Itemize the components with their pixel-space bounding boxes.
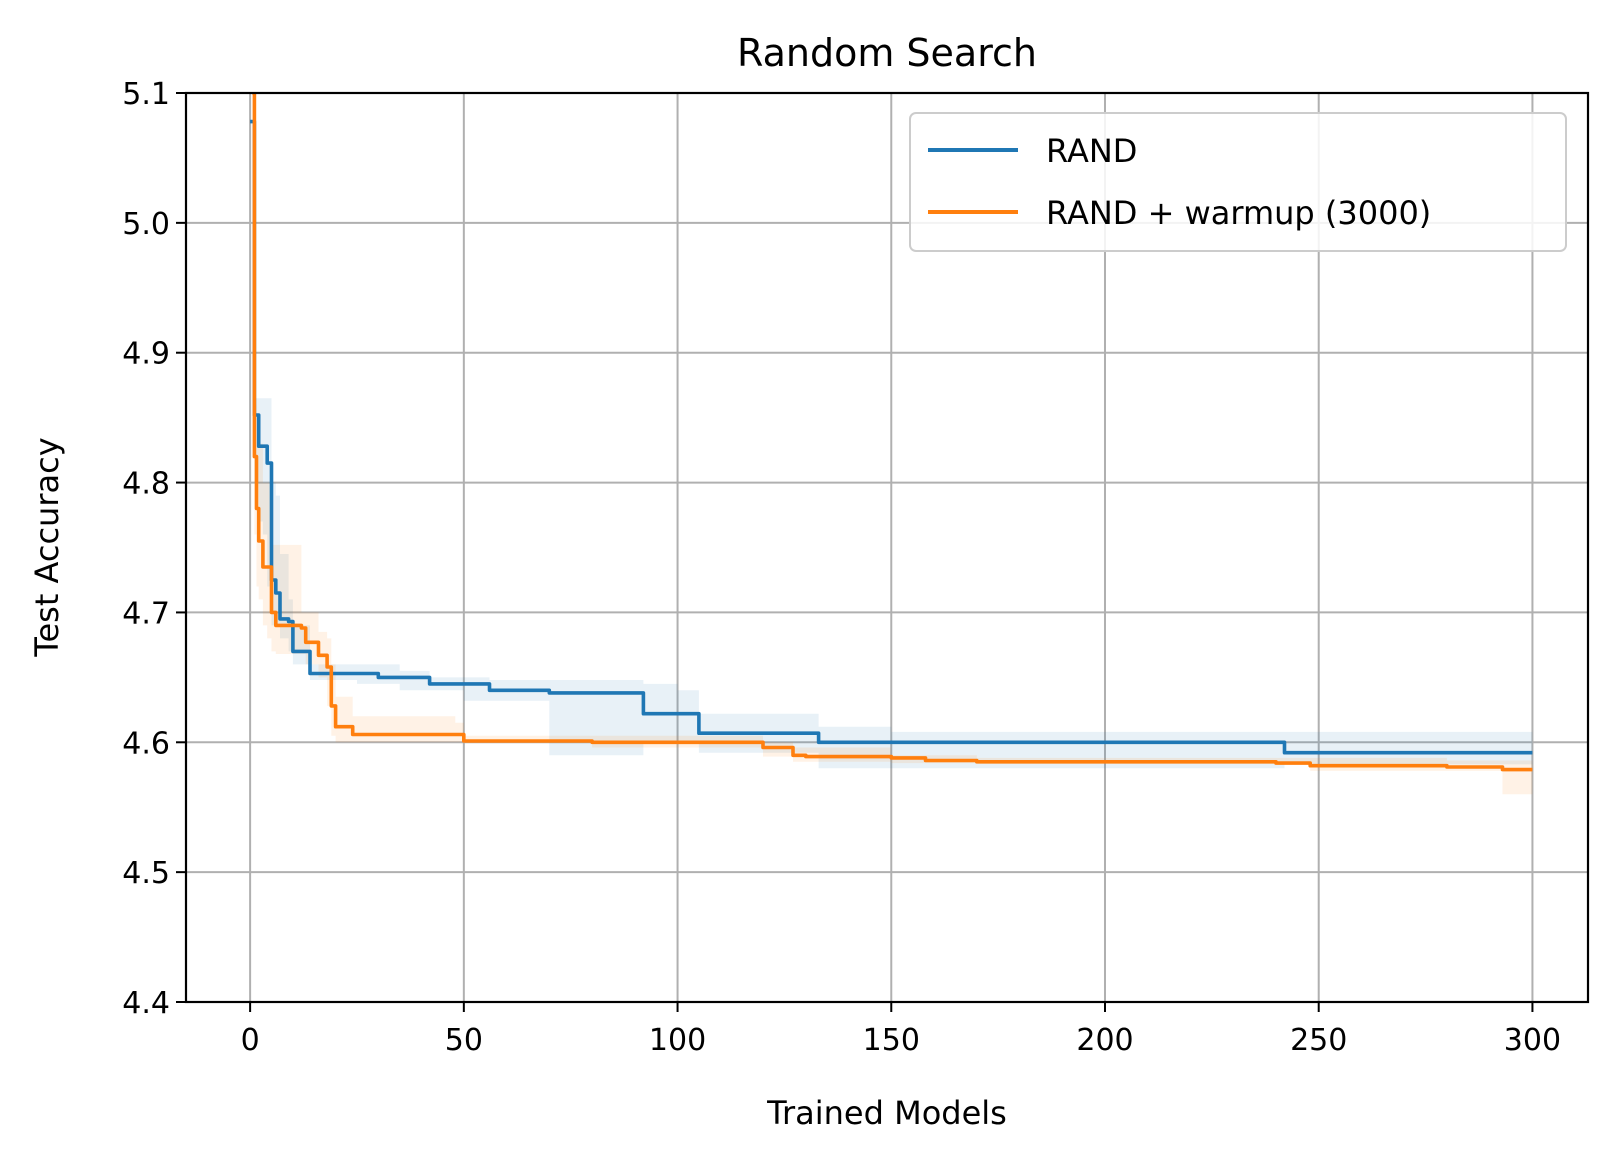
- x-tick-label-3: 150: [863, 1023, 920, 1058]
- x-tick-label-4: 200: [1076, 1023, 1133, 1058]
- legend: RAND RAND + warmup (3000): [909, 112, 1567, 252]
- chart-title: Random Search: [737, 31, 1037, 75]
- x-axis-label: Trained Models: [766, 1094, 1007, 1132]
- line-series-0: [250, 119, 1533, 755]
- y-tick-label-0: 4.4: [122, 986, 170, 1021]
- legend-label-rand: RAND: [1046, 132, 1137, 170]
- band-series-1: [252, 93, 1533, 795]
- series-lines: [250, 93, 1533, 772]
- line-series-1: [252, 93, 1533, 772]
- y-axis-label: Test Accuracy: [28, 437, 66, 657]
- y-tick-label-6: 5.0: [122, 207, 170, 242]
- legend-box: [909, 112, 1567, 252]
- y-tick-label-2: 4.6: [122, 726, 170, 761]
- y-tick-label-5: 4.9: [122, 337, 170, 372]
- confidence-bands: [250, 93, 1533, 795]
- grid-lines: [186, 93, 1588, 1002]
- legend-label-rand-warmup: RAND + warmup (3000): [1046, 194, 1431, 232]
- x-tick-label-0: 0: [241, 1023, 260, 1058]
- x-tick-label-6: 300: [1504, 1023, 1561, 1058]
- y-tick-label-4: 4.8: [122, 467, 170, 502]
- y-tick-label-7: 5.1: [122, 77, 170, 112]
- plot-frame: [184, 91, 1590, 1004]
- x-tick-label-1: 50: [445, 1023, 483, 1058]
- y-tick-label-1: 4.5: [122, 856, 170, 891]
- axis-ticks: 0 50 100 150 200 250 300 4.4 4.5 4.6 4.7 4.8 4.9 5.0 5…: [122, 77, 1561, 1058]
- y-tick-label-3: 4.7: [122, 596, 170, 631]
- x-tick-label-2: 100: [649, 1023, 706, 1058]
- x-tick-label-5: 250: [1290, 1023, 1347, 1058]
